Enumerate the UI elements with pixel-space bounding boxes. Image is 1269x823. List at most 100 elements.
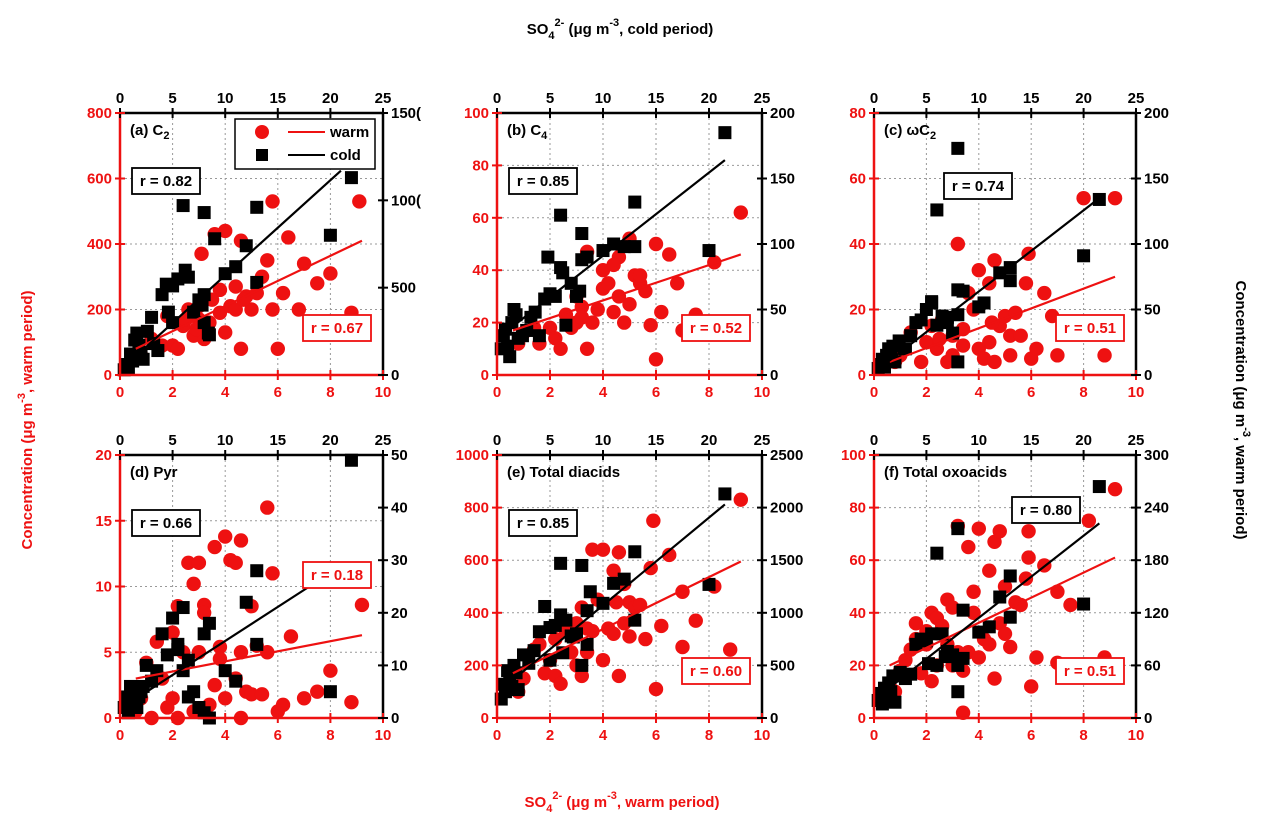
y-right-tick-label: 300 (1144, 447, 1169, 464)
warm-point (971, 521, 986, 536)
warm-point (194, 246, 209, 262)
x-bottom-tick-label: 2 (168, 727, 176, 744)
warm-point (310, 276, 325, 291)
cold-point (229, 674, 243, 688)
warm-point (1021, 524, 1036, 539)
top-x-axis-label: SO42- (μg m-3, cold period) (527, 17, 714, 42)
x-bottom-tick-label: 10 (375, 384, 392, 401)
r-cold-label-box (131, 509, 201, 537)
cold-point (628, 240, 642, 254)
cold-point (171, 637, 185, 651)
y-right-tick-label: 150 (1144, 171, 1169, 188)
cold-point (628, 195, 642, 209)
warm-point (617, 315, 632, 330)
cold-fit-line (883, 522, 1100, 693)
y-right-tick-label: 0 (770, 367, 778, 384)
x-bottom-tick-label: 0 (870, 384, 878, 401)
x-top-tick-label: 5 (546, 432, 554, 449)
warm-point (233, 533, 249, 548)
r-warm-label: r = 0.18 (302, 561, 372, 589)
warm-point (212, 639, 228, 655)
r-warm-label-text: r = 0.18 (311, 567, 363, 584)
r-cold-label-text: r = 0.66 (140, 515, 192, 532)
y-left-tick-label: 100 (464, 105, 489, 122)
x-top-tick-label: 25 (754, 90, 771, 107)
panel-b: 0 2 4 6 8 100 5 10 15 20 2502040608010005010015020… (464, 90, 795, 401)
y-left-tick-label: 0 (481, 710, 489, 727)
cold-fit-line (506, 503, 726, 686)
warm-point (553, 676, 568, 692)
r-warm-label: r = 0.51 (1055, 314, 1125, 342)
x-bottom-tick-label: 8 (1079, 727, 1087, 744)
r-warm-label: r = 0.52 (681, 314, 751, 342)
warm-point (579, 621, 595, 636)
warm-point (291, 302, 307, 317)
y-right-tick-label: 30 (391, 552, 408, 569)
warm-point (611, 545, 627, 560)
warm-point (606, 304, 621, 320)
data-points (494, 487, 748, 706)
warm-point (982, 637, 997, 652)
cold-point (993, 590, 1007, 604)
cold-point (617, 572, 631, 586)
y-right-tick-label: 50 (770, 302, 787, 319)
cold-point (501, 339, 515, 353)
x-top-tick-label: 0 (493, 90, 501, 107)
r-warm-label-text: r = 0.67 (311, 320, 363, 337)
cold-point (532, 625, 546, 639)
cold-point (993, 266, 1007, 280)
x-bottom-tick-label: 4 (599, 727, 608, 744)
cold-point (239, 239, 253, 253)
x-top-tick-label: 0 (870, 90, 878, 107)
cold-point (925, 627, 939, 641)
cold-point (160, 648, 174, 662)
x-bottom-tick-label: 6 (1027, 727, 1035, 744)
cold-point (930, 203, 944, 217)
warm-point (997, 579, 1013, 594)
r-cold-label-box (131, 167, 201, 195)
cold-fit-line (506, 159, 726, 332)
r-warm-label: r = 0.60 (681, 657, 751, 685)
x-top-tick-label: 5 (168, 90, 176, 107)
panel-title: (c) ωC2 (884, 122, 936, 142)
x-bottom-tick-label: 4 (975, 384, 984, 401)
warm-point (648, 681, 664, 697)
x-top-tick-label: 0 (870, 432, 878, 449)
x-bottom-tick-label: 0 (493, 727, 501, 744)
x-top-tick-label: 20 (322, 432, 339, 449)
data-points (117, 453, 370, 726)
y-right-tick-label: 0 (391, 367, 399, 384)
cold-point (888, 695, 902, 709)
r-warm-label-text: r = 0.51 (1064, 663, 1116, 680)
r-warm-label-box (681, 314, 751, 342)
cold-point (197, 206, 211, 220)
y-right-tick-label: 200 (1144, 105, 1169, 122)
y-left-tick-label: 200 (87, 302, 112, 319)
warm-point (228, 555, 243, 571)
x-top-tick-label: 15 (269, 432, 286, 449)
cold-point (951, 355, 965, 369)
warm-point (352, 194, 367, 209)
y-left-tick-label: 0 (858, 367, 866, 384)
x-bottom-tick-label: 8 (326, 727, 334, 744)
warm-point (323, 266, 338, 281)
warm-point (275, 697, 291, 713)
cold-point (250, 200, 264, 214)
x-bottom-tick-label: 6 (652, 384, 660, 401)
x-top-tick-label: 25 (1128, 90, 1145, 107)
warm-point (228, 279, 243, 294)
warm-point (1107, 190, 1123, 206)
warm-point (574, 310, 589, 325)
cold-point (503, 350, 517, 364)
x-bottom-tick-label: 2 (922, 384, 930, 401)
warm-fit-line (135, 239, 363, 350)
r-cold-label: r = 0.66 (131, 509, 201, 537)
cold-point (208, 232, 222, 246)
warm-point (945, 600, 960, 615)
cold-point (904, 329, 918, 343)
right-y-axis-label: Concentration (μg m-3, warm period) (1232, 281, 1252, 540)
y-left-tick-label: 20 (472, 315, 489, 332)
x-bottom-tick-label: 6 (1027, 384, 1035, 401)
x-top-tick-label: 20 (1075, 90, 1092, 107)
